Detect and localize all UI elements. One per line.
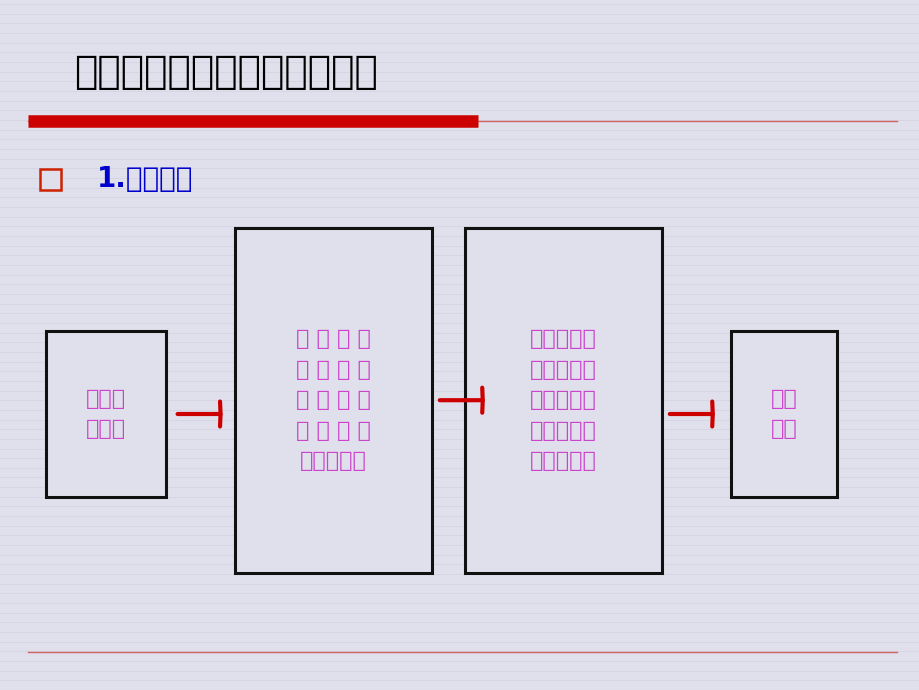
Bar — [234, 228, 432, 573]
Text: （一）心力衰竭的机制及病因: （一）心力衰竭的机制及病因 — [74, 53, 377, 92]
Text: 心 肌 细 胞
肥 大 、 调
亡 、 胚 胎
基 因 和 蛋
白质再表达: 心 肌 细 胞 肥 大 、 调 亡 、 胚 胎 基 因 和 蛋 白质再表达 — [296, 329, 370, 471]
Bar — [731, 331, 836, 497]
Bar — [40, 169, 61, 190]
Text: 神经激
素激活: 神经激 素激活 — [85, 388, 126, 440]
Text: 心室
重塑: 心室 重塑 — [770, 388, 797, 440]
Bar — [464, 228, 662, 573]
Bar — [46, 331, 165, 497]
Text: 1.基本机制: 1.基本机制 — [96, 166, 193, 193]
Text: 心肌病理改
变，心室容
量增加，心
室形态及功
能发生变化: 心肌病理改 变，心室容 量增加，心 室形态及功 能发生变化 — [529, 329, 596, 471]
